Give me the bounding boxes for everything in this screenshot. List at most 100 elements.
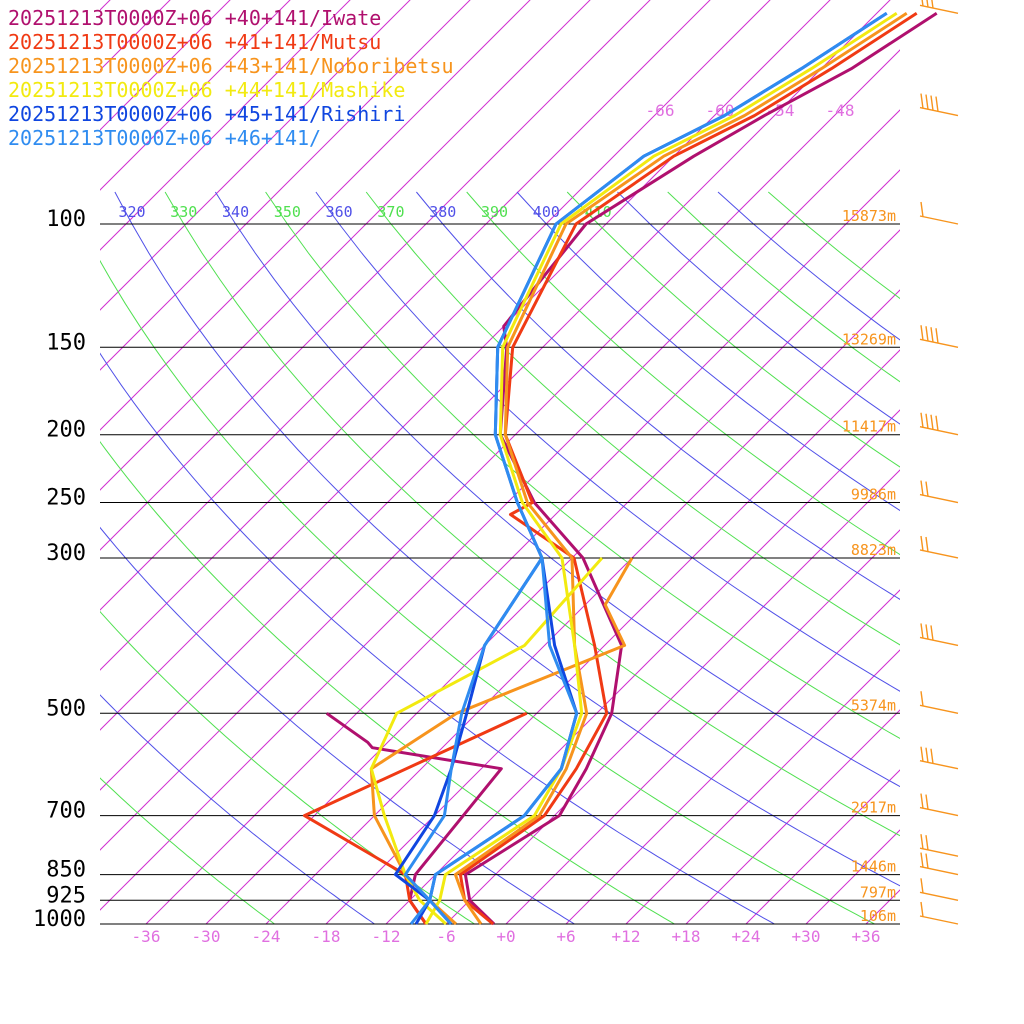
legend-entry: 20251213T0000Z+06 +46+141/ bbox=[8, 126, 322, 150]
isotherm-line bbox=[100, 0, 531, 431]
dry-adiabat-line bbox=[466, 191, 900, 556]
dry-adiabat-line bbox=[365, 191, 900, 646]
temperature-tick-label: +12 bbox=[612, 927, 641, 946]
wind-barb-flag bbox=[930, 95, 934, 111]
dry-adiabat-line bbox=[100, 694, 375, 924]
top-temperature-label: -66 bbox=[646, 101, 675, 120]
theta-label: 390 bbox=[481, 203, 508, 221]
isotherm-line bbox=[926, 0, 1024, 924]
isotherm-line bbox=[100, 0, 471, 371]
isotherm-line bbox=[205, 229, 900, 924]
wind-barb-shaft bbox=[919, 106, 959, 117]
wind-barb-shaft bbox=[919, 806, 959, 817]
temperature-tick-label: -6 bbox=[436, 927, 455, 946]
theta-label: 360 bbox=[326, 203, 353, 221]
height-label: 11417m bbox=[842, 418, 896, 436]
wind-barb-flag bbox=[920, 746, 924, 762]
temperature-tick-label: -12 bbox=[372, 927, 401, 946]
pressure-tick-label: 1000 bbox=[33, 907, 86, 932]
wind-barb-flag bbox=[931, 0, 934, 9]
wind-barb-flag bbox=[920, 412, 924, 428]
height-label: 797m bbox=[860, 883, 896, 901]
wind-barb-shaft bbox=[919, 847, 959, 857]
wind-barb-shaft bbox=[919, 760, 959, 770]
isotherm-line bbox=[685, 709, 900, 924]
theta-label: 330 bbox=[170, 203, 197, 221]
wind-barb-flag bbox=[925, 413, 929, 429]
wind-barb-flag bbox=[920, 325, 924, 341]
wind-barb-flag bbox=[920, 93, 924, 109]
wind-barb-flag bbox=[920, 535, 924, 552]
legend-entry: 20251213T0000Z+06 +41+141/Mutsu bbox=[8, 30, 382, 54]
legend-entry: 20251213T0000Z+06 +43+141/Noboribetsu bbox=[8, 54, 454, 78]
legend-entry: 20251213T0000Z+06 +44+141/Mashike bbox=[8, 78, 406, 102]
temperature-tick-label: +18 bbox=[672, 927, 701, 946]
isotherm-line bbox=[625, 649, 900, 924]
top-temperature-label: -48 bbox=[826, 101, 855, 120]
wind-barb-flag bbox=[925, 94, 929, 110]
legend: 20251213T0000Z+06 +40+141/Iwate 20251213T… bbox=[8, 6, 454, 150]
isobar-lines bbox=[100, 223, 900, 925]
wind-barbs bbox=[919, 0, 959, 925]
pressure-tick-label: 300 bbox=[46, 541, 86, 566]
wind-barb-flag bbox=[935, 96, 939, 112]
isotherm-line bbox=[100, 0, 771, 671]
isotherm-line bbox=[865, 889, 900, 924]
pressure-tick-label: 925 bbox=[46, 883, 86, 908]
dry-adiabat-line bbox=[315, 191, 900, 692]
temperature-tick-label: +30 bbox=[792, 927, 821, 946]
dewpoint-profile-line bbox=[403, 557, 544, 926]
wind-barb-flag bbox=[920, 691, 924, 707]
wind-barb-flag bbox=[925, 747, 929, 763]
theta-label: 320 bbox=[118, 203, 145, 221]
temperature-profile-line bbox=[424, 12, 898, 925]
dry-adiabat-line bbox=[100, 352, 775, 924]
isotherm-line bbox=[565, 589, 900, 924]
temperature-profile-line bbox=[453, 12, 908, 925]
wind-barb-flag bbox=[920, 852, 924, 868]
dry-adiabat-line bbox=[416, 191, 900, 600]
wind-barb-flag bbox=[930, 625, 934, 641]
wind-barb-flag bbox=[935, 328, 939, 344]
pressure-tick-label: 200 bbox=[46, 418, 86, 443]
wind-barb-shaft bbox=[919, 215, 959, 225]
isotherm-line bbox=[100, 0, 591, 491]
dry-adiabat-line bbox=[214, 191, 900, 788]
temperature-profile-line bbox=[458, 12, 918, 926]
pressure-tick-label: 100 bbox=[46, 207, 86, 232]
theta-label: 380 bbox=[429, 203, 456, 221]
height-label: 8823m bbox=[851, 541, 896, 559]
pressure-tick-label: 250 bbox=[46, 486, 86, 511]
isotherm-line bbox=[100, 0, 891, 791]
wind-barb-flag bbox=[920, 901, 924, 918]
isotherm-line bbox=[100, 0, 651, 551]
isotherm-line bbox=[505, 529, 900, 924]
pressure-tick-label: 850 bbox=[46, 858, 86, 883]
height-label: 13269m bbox=[842, 330, 896, 348]
wind-barb-shaft bbox=[919, 704, 959, 714]
height-label: 9986m bbox=[851, 486, 896, 504]
temperature-tick-label: -30 bbox=[192, 927, 221, 946]
wind-barb-flag bbox=[925, 853, 929, 869]
legend-entry: 20251213T0000Z+06 +45+141/Rishiri bbox=[8, 102, 406, 126]
isotherm-line bbox=[805, 829, 900, 924]
dry-adiabat-line bbox=[265, 191, 900, 740]
theta-label: 370 bbox=[377, 203, 404, 221]
legend-entry: 20251213T0000Z+06 +40+141/Iwate bbox=[8, 6, 382, 30]
sounding-series bbox=[302, 12, 938, 926]
theta-label: 340 bbox=[222, 203, 249, 221]
wind-barb-flag bbox=[920, 480, 924, 496]
wind-barb-shaft bbox=[919, 549, 959, 559]
wind-barb-flag bbox=[925, 794, 929, 810]
wind-barb-flag bbox=[925, 624, 929, 640]
height-label: 15873m bbox=[842, 207, 896, 225]
isotherm-line bbox=[100, 0, 291, 191]
dry-adiabat-line bbox=[100, 610, 475, 924]
wind-barb-flag bbox=[920, 201, 924, 218]
wind-barb-shaft bbox=[919, 426, 959, 436]
wind-barb-flag bbox=[930, 327, 934, 343]
isotherm-line bbox=[100, 0, 351, 251]
height-label: 2917m bbox=[851, 799, 896, 817]
